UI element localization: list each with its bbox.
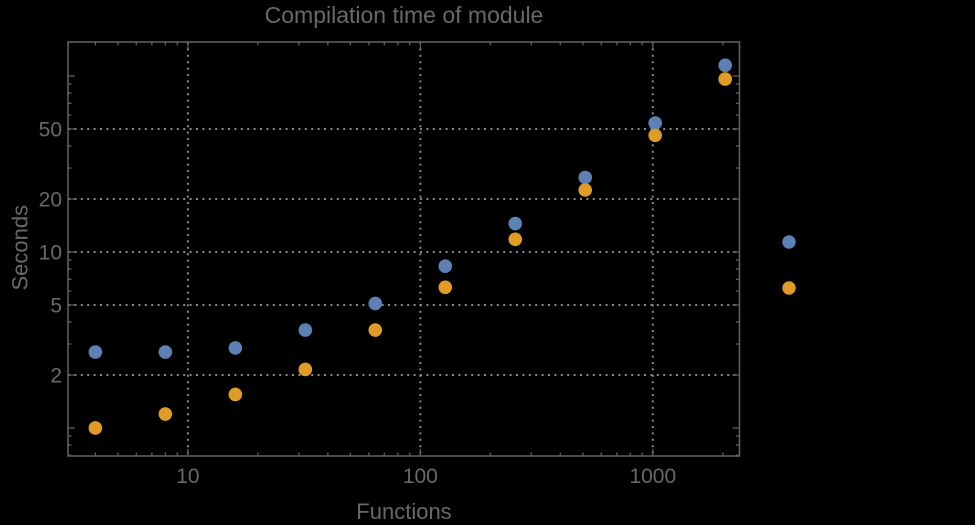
data-point xyxy=(508,216,523,231)
y-tick-label: 50 xyxy=(39,118,62,141)
points-series-1-blue xyxy=(88,58,732,359)
y-tick-label: 5 xyxy=(50,294,62,317)
data-point xyxy=(508,232,523,247)
plot-frame xyxy=(67,41,741,457)
data-point xyxy=(368,323,383,337)
data-point xyxy=(88,345,103,359)
data-point xyxy=(368,296,383,311)
data-point xyxy=(648,128,663,143)
data-point xyxy=(718,72,732,86)
y-tick-label: 20 xyxy=(39,189,62,212)
data-point xyxy=(438,259,453,274)
gridlines xyxy=(68,42,740,456)
data-point xyxy=(298,362,313,377)
chart-title: Compilation time of module xyxy=(264,2,544,28)
data-point xyxy=(158,345,173,359)
data-point xyxy=(648,116,663,130)
y-tick-labels: 2 5 10 20 50 xyxy=(39,118,62,387)
data-point xyxy=(298,323,313,337)
data-point xyxy=(718,58,732,73)
data-point xyxy=(88,421,103,435)
data-point xyxy=(438,280,453,295)
x-tick-label: 100 xyxy=(403,465,438,488)
y-tick-label: 10 xyxy=(39,241,62,264)
data-point xyxy=(578,170,593,185)
x-tick-label: 1000 xyxy=(629,465,676,488)
x-tick-labels: 10 100 1000 xyxy=(176,465,676,488)
points-series-2-orange xyxy=(88,72,732,435)
axis-ticks xyxy=(68,42,740,456)
data-point xyxy=(228,341,243,355)
y-tick-label: 2 xyxy=(50,364,62,387)
legend-marker-series-1 xyxy=(782,235,796,249)
data-point xyxy=(578,183,593,197)
x-axis-label: Functions xyxy=(356,499,452,524)
data-point xyxy=(228,387,243,402)
x-tick-label: 10 xyxy=(176,465,199,488)
data-point xyxy=(158,407,173,421)
legend-marker-series-2 xyxy=(782,281,796,295)
legend xyxy=(782,235,796,295)
